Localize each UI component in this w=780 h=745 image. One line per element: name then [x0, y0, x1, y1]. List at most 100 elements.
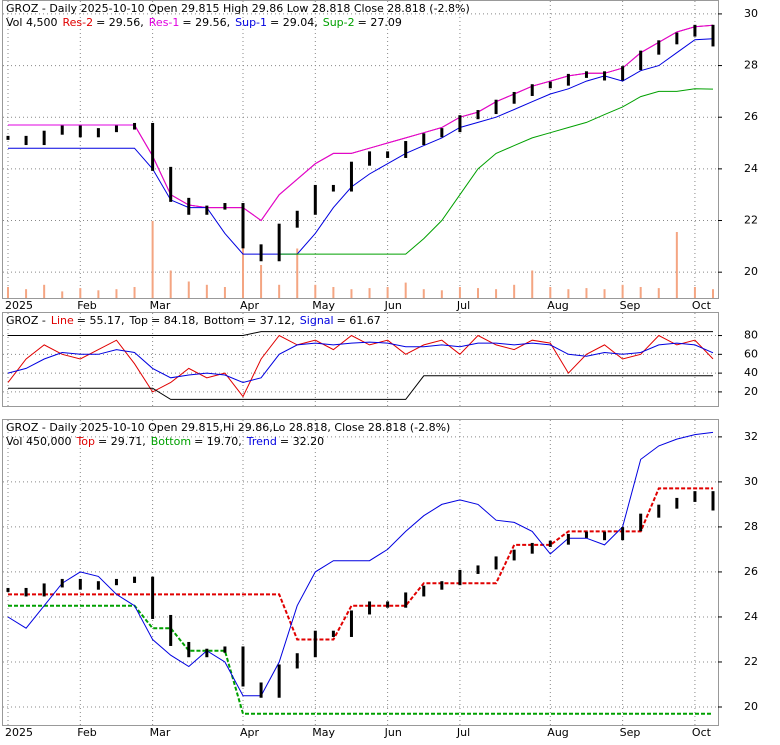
legend-name: Trend: [246, 435, 277, 448]
price-bar: [313, 630, 317, 658]
y-tick-label: 22: [744, 214, 758, 227]
y-tick-label: 28: [744, 520, 758, 533]
price-bar: [657, 504, 661, 518]
volume-bar: [712, 289, 714, 298]
x-tick-label: May: [312, 726, 335, 739]
volume-bar: [115, 289, 118, 298]
legend-value: = 29.56,: [96, 16, 144, 29]
volume-bar: [386, 287, 389, 298]
x-tick-label: Apr: [240, 726, 260, 739]
x-tick-label: Sep: [620, 299, 641, 312]
volume-bar: [693, 287, 696, 298]
panel-title: GROZ -: [6, 314, 46, 327]
volume-bar: [422, 289, 425, 298]
volume-bar: [477, 288, 479, 298]
price-bar: [368, 601, 372, 615]
volume-bar: [368, 288, 371, 298]
price-bar: [78, 578, 82, 590]
legend-name: Signal: [300, 314, 334, 327]
price-bar: [639, 513, 643, 532]
volume-bar: [25, 289, 28, 298]
y-tick-label: 60: [744, 347, 758, 360]
volume-bar: [350, 289, 353, 298]
volume-bar: [549, 287, 552, 298]
price-bar: [96, 581, 100, 590]
series-line: [8, 487, 713, 641]
y-tick-label: 30: [744, 475, 758, 488]
price-bar: [78, 125, 82, 138]
price-bar: [711, 491, 715, 511]
price-bar: [458, 569, 462, 586]
x-tick-label: Apr: [240, 299, 260, 312]
price-bar: [96, 128, 100, 138]
panel-legend: Vol 4,500 Res-2 = 29.56, Res-1 = 29.56, Sup-1…: [6, 16, 402, 29]
price-bar: [295, 653, 299, 669]
price-bar: [331, 630, 335, 637]
price-bar: [114, 578, 118, 586]
y-tick-label: 24: [744, 610, 758, 623]
price-bar: [675, 497, 679, 509]
volume-bar: [657, 288, 660, 298]
volume-bar: [513, 284, 516, 298]
x-tick-label: Jul: [456, 726, 470, 739]
volume-bar: [260, 265, 263, 298]
series-line: [7, 341, 714, 384]
x-tick-label: May: [312, 299, 335, 312]
legend-name: Sup-2: [323, 16, 355, 29]
price-bar: [639, 50, 643, 71]
legend-value: = 55.17,: [77, 314, 125, 327]
y-tick-label: 20: [744, 265, 758, 278]
price-bar: [331, 184, 335, 192]
x-tick-label: Oct: [692, 726, 712, 739]
volume-bar: [621, 284, 624, 298]
volume-bar: [133, 287, 136, 298]
series-line: [8, 331, 713, 336]
legend-value: = 29.04,: [270, 16, 318, 29]
x-tick-label: Sep: [620, 726, 641, 739]
legend-name: Bottom: [151, 435, 191, 448]
price-bar: [223, 203, 227, 210]
price-bar: [241, 646, 245, 687]
x-tick-label: Mar: [150, 726, 171, 739]
legend-value: = 37.12,: [247, 314, 295, 327]
price-bar: [259, 682, 263, 698]
price-bar: [6, 135, 10, 140]
panel-subtitle: Vol 4,500: [6, 16, 57, 29]
volume-bar: [151, 221, 154, 298]
volume-bar: [440, 290, 443, 298]
volume-bar: [43, 284, 46, 298]
y-tick-label: 26: [744, 565, 758, 578]
volume-bar: [169, 270, 172, 298]
price-bar: [584, 531, 588, 538]
price-bar: [512, 91, 516, 104]
x-tick-label: Feb: [77, 299, 96, 312]
price-bar: [494, 99, 498, 115]
price-bar: [548, 81, 552, 89]
price-bar: [24, 135, 28, 146]
legend-value: = 32.20: [280, 435, 324, 448]
x-tick-label: Mar: [150, 299, 171, 312]
price-bar: [114, 125, 118, 133]
price-bar: [24, 587, 28, 597]
panel-frame: [2, 0, 719, 299]
price-bar: [693, 491, 697, 502]
volume-bar: [585, 288, 588, 298]
price-bar: [241, 203, 245, 249]
volume-bar: [531, 270, 534, 298]
panel-subtitle: Vol 450,000: [6, 435, 71, 448]
y-tick-label: 20: [744, 700, 758, 713]
volume-bar: [97, 290, 100, 298]
price-bar: [42, 130, 46, 146]
price-bar: [584, 71, 588, 78]
x-tick-label: Feb: [77, 726, 96, 739]
y-tick-label: 24: [744, 162, 758, 175]
y-tick-label: 80: [744, 329, 758, 342]
price-bar: [404, 592, 408, 608]
price-bar: [169, 614, 173, 646]
volume-bar: [567, 289, 570, 298]
price-bar: [187, 641, 191, 658]
panel-legend: Vol 450,000 Top = 29.71, Bottom = 19.70, Tren…: [6, 435, 324, 448]
price-bar: [42, 583, 46, 597]
price-bar: [349, 610, 353, 637]
